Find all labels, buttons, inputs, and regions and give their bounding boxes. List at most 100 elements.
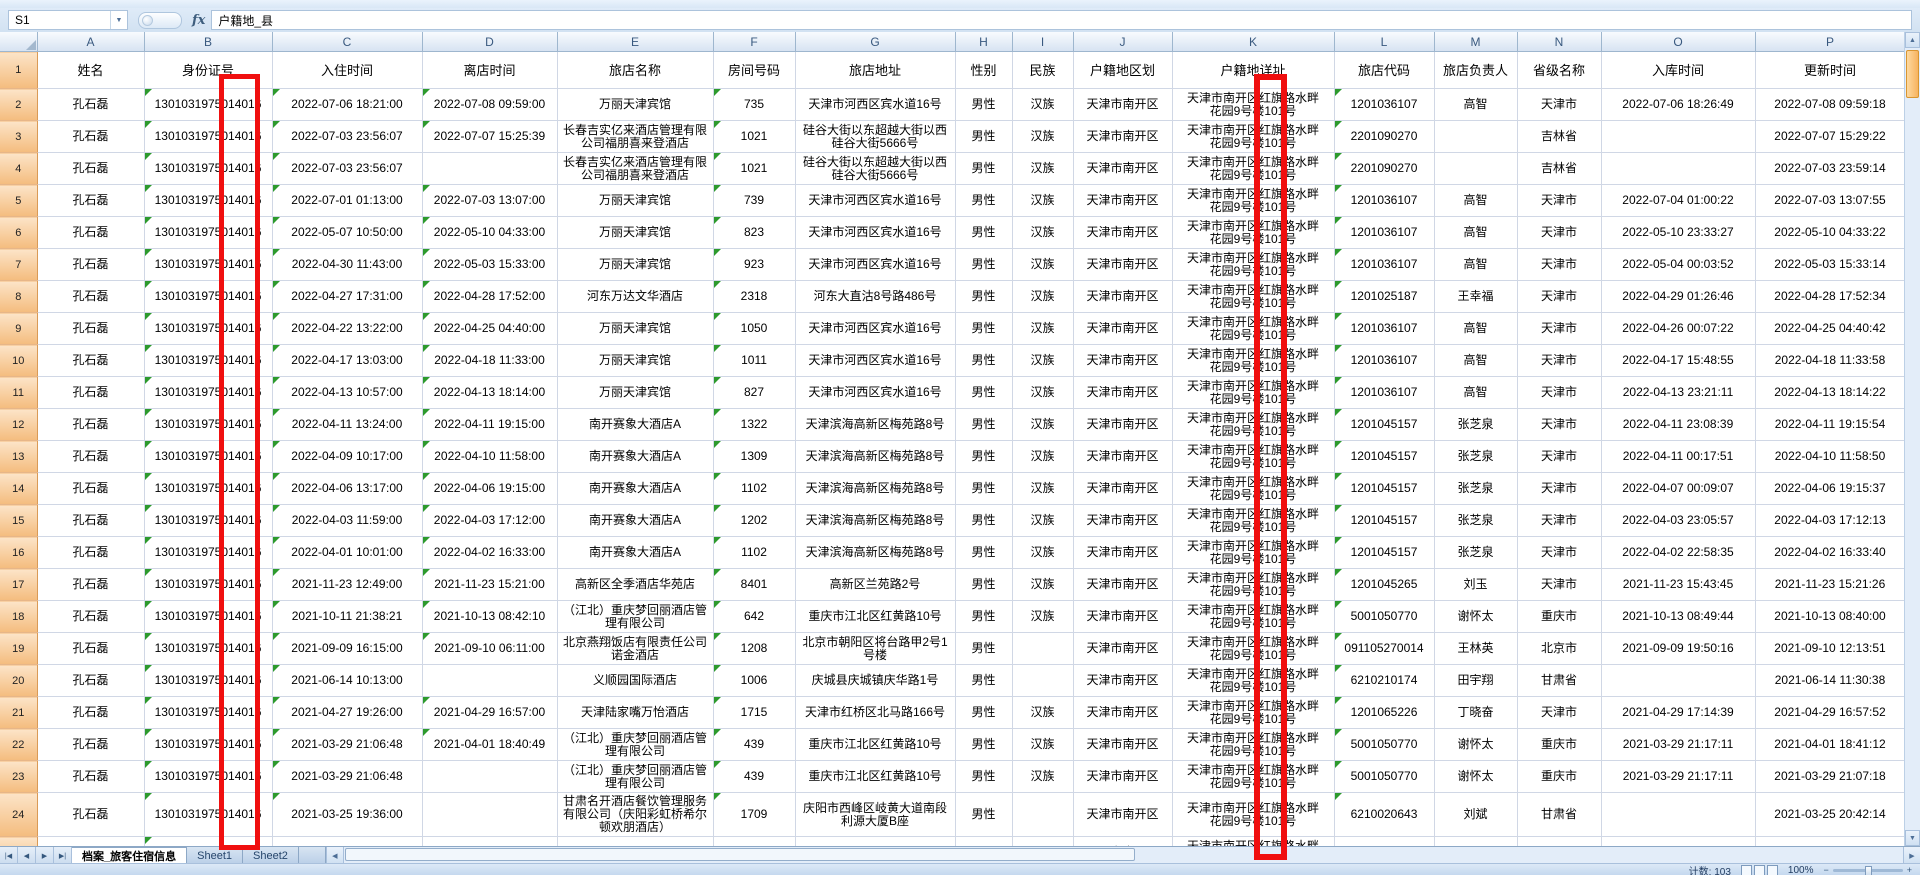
- field-header-K[interactable]: 户籍地详址: [1172, 51, 1335, 89]
- cell-B22[interactable]: 1301031975014016: [144, 728, 273, 761]
- cell-P6[interactable]: 2022-05-10 04:33:22: [1755, 216, 1905, 249]
- sheet-nav-icon-1[interactable]: ◀: [18, 847, 36, 864]
- cell-F15[interactable]: 1202: [713, 504, 796, 537]
- cell-O9[interactable]: 2022-04-26 00:07:22: [1601, 312, 1756, 345]
- cell-J22[interactable]: 天津市南开区: [1073, 728, 1173, 761]
- cell-O2[interactable]: 2022-07-06 18:26:49: [1601, 88, 1756, 121]
- cell-E16[interactable]: 南开赛象大酒店A: [557, 536, 714, 569]
- cell-G10[interactable]: 天津市河西区宾水道16号: [795, 344, 956, 377]
- cell-D23[interactable]: [422, 760, 558, 793]
- cell-L10[interactable]: 1201036107: [1334, 344, 1435, 377]
- cell-C25[interactable]: [272, 836, 423, 846]
- cell-M8[interactable]: 王幸福: [1434, 280, 1518, 313]
- cell-E7[interactable]: 万丽天津宾馆: [557, 248, 714, 281]
- cell-E14[interactable]: 南开赛象大酒店A: [557, 472, 714, 505]
- cell-D19[interactable]: 2021-09-10 06:11:00: [422, 632, 558, 665]
- field-header-J[interactable]: 户籍地区划: [1073, 51, 1173, 89]
- cell-C23[interactable]: 2021-03-29 21:06:48: [272, 760, 423, 793]
- scroll-up-icon[interactable]: ▲: [1905, 32, 1920, 48]
- horizontal-scroll-thumb[interactable]: [344, 848, 1135, 861]
- cell-J15[interactable]: 天津市南开区: [1073, 504, 1173, 537]
- cell-B15[interactable]: 1301031975014016: [144, 504, 273, 537]
- cell-E15[interactable]: 南开赛象大酒店A: [557, 504, 714, 537]
- cell-N5[interactable]: 天津市: [1517, 184, 1602, 217]
- cell-F16[interactable]: 1102: [713, 536, 796, 569]
- cell-A11[interactable]: 孔石磊: [37, 376, 145, 409]
- cell-B19[interactable]: 1301031975014016: [144, 632, 273, 665]
- scroll-right-icon[interactable]: ▶: [1903, 847, 1920, 864]
- normal-view-icon[interactable]: [1740, 864, 1752, 875]
- row-header-18[interactable]: 18: [0, 600, 38, 633]
- cell-A5[interactable]: 孔石磊: [37, 184, 145, 217]
- column-header-D[interactable]: D: [422, 32, 558, 52]
- formula-input[interactable]: 户籍地_县: [211, 10, 1912, 30]
- cell-N17[interactable]: 天津市: [1517, 568, 1602, 601]
- cell-N18[interactable]: 重庆市: [1517, 600, 1602, 633]
- cell-D2[interactable]: 2022-07-08 09:59:00: [422, 88, 558, 121]
- row-header-23[interactable]: 23: [0, 760, 38, 793]
- cell-N19[interactable]: 北京市: [1517, 632, 1602, 665]
- cell-M4[interactable]: [1434, 152, 1518, 185]
- cell-H7[interactable]: 男性: [955, 248, 1013, 281]
- sheet-tab-Sheet2[interactable]: Sheet2: [243, 847, 299, 864]
- cell-J10[interactable]: 天津市南开区: [1073, 344, 1173, 377]
- cell-J7[interactable]: 天津市南开区: [1073, 248, 1173, 281]
- sheet-tab-档案_旅客住宿信息[interactable]: 档案_旅客住宿信息: [72, 847, 188, 864]
- cell-C22[interactable]: 2021-03-29 21:06:48: [272, 728, 423, 761]
- cell-D16[interactable]: 2022-04-02 16:33:00: [422, 536, 558, 569]
- cell-P25[interactable]: [1755, 836, 1905, 846]
- cell-P2[interactable]: 2022-07-08 09:59:18: [1755, 88, 1905, 121]
- cell-F24[interactable]: 1709: [713, 792, 796, 837]
- cell-B9[interactable]: 1301031975014016: [144, 312, 273, 345]
- row-header-16[interactable]: 16: [0, 536, 38, 569]
- cell-C3[interactable]: 2022-07-03 23:56:07: [272, 120, 423, 153]
- cell-C24[interactable]: 2021-03-25 19:36:00: [272, 792, 423, 837]
- cell-A18[interactable]: 孔石磊: [37, 600, 145, 633]
- cell-I4[interactable]: 汉族: [1012, 152, 1074, 185]
- cell-M2[interactable]: 高智: [1434, 88, 1518, 121]
- name-box-dropdown-icon[interactable]: ▼: [110, 11, 127, 29]
- cell-H16[interactable]: 男性: [955, 536, 1013, 569]
- cell-G22[interactable]: 重庆市江北区红黄路10号: [795, 728, 956, 761]
- cell-B13[interactable]: 1301031975014016: [144, 440, 273, 473]
- cell-L22[interactable]: 5001050770: [1334, 728, 1435, 761]
- cell-J25[interactable]: 天津市南开区: [1073, 836, 1173, 846]
- row-header-14[interactable]: 14: [0, 472, 38, 505]
- cell-H13[interactable]: 男性: [955, 440, 1013, 473]
- column-header-H[interactable]: H: [955, 32, 1013, 52]
- cell-C17[interactable]: 2021-11-23 12:49:00: [272, 568, 423, 601]
- cell-D3[interactable]: 2022-07-07 15:25:39: [422, 120, 558, 153]
- cell-H24[interactable]: 男性: [955, 792, 1013, 837]
- cell-K20[interactable]: 天津市南开区红旗路水畔花园9号楼101号: [1172, 664, 1335, 697]
- cell-L24[interactable]: 6210020643: [1334, 792, 1435, 837]
- cell-J13[interactable]: 天津市南开区: [1073, 440, 1173, 473]
- column-header-M[interactable]: M: [1434, 32, 1518, 52]
- cell-O16[interactable]: 2022-04-02 22:58:35: [1601, 536, 1756, 569]
- cell-A20[interactable]: 孔石磊: [37, 664, 145, 697]
- cell-N8[interactable]: 天津市: [1517, 280, 1602, 313]
- column-header-E[interactable]: E: [557, 32, 714, 52]
- cell-F20[interactable]: 1006: [713, 664, 796, 697]
- cell-M14[interactable]: 张芝泉: [1434, 472, 1518, 505]
- cell-M13[interactable]: 张芝泉: [1434, 440, 1518, 473]
- cell-E22[interactable]: （江北）重庆梦回丽酒店管理有限公司: [557, 728, 714, 761]
- cell-C14[interactable]: 2022-04-06 13:17:00: [272, 472, 423, 505]
- cell-F11[interactable]: 827: [713, 376, 796, 409]
- cell-P16[interactable]: 2022-04-02 16:33:40: [1755, 536, 1905, 569]
- cell-N6[interactable]: 天津市: [1517, 216, 1602, 249]
- cell-N22[interactable]: 重庆市: [1517, 728, 1602, 761]
- row-header-19[interactable]: 19: [0, 632, 38, 665]
- cell-H5[interactable]: 男性: [955, 184, 1013, 217]
- cell-I5[interactable]: 汉族: [1012, 184, 1074, 217]
- cell-B14[interactable]: 1301031975014016: [144, 472, 273, 505]
- name-box[interactable]: S1 ▼: [8, 10, 128, 30]
- cell-J24[interactable]: 天津市南开区: [1073, 792, 1173, 837]
- field-header-P[interactable]: 更新时间: [1755, 51, 1905, 89]
- cell-K6[interactable]: 天津市南开区红旗路水畔花园9号楼101号: [1172, 216, 1335, 249]
- cell-C7[interactable]: 2022-04-30 11:43:00: [272, 248, 423, 281]
- cell-K14[interactable]: 天津市南开区红旗路水畔花园9号楼101号: [1172, 472, 1335, 505]
- field-header-M[interactable]: 旅店负责人: [1434, 51, 1518, 89]
- cell-O20[interactable]: [1601, 664, 1756, 697]
- cell-P19[interactable]: 2021-09-10 12:13:51: [1755, 632, 1905, 665]
- cell-H17[interactable]: 男性: [955, 568, 1013, 601]
